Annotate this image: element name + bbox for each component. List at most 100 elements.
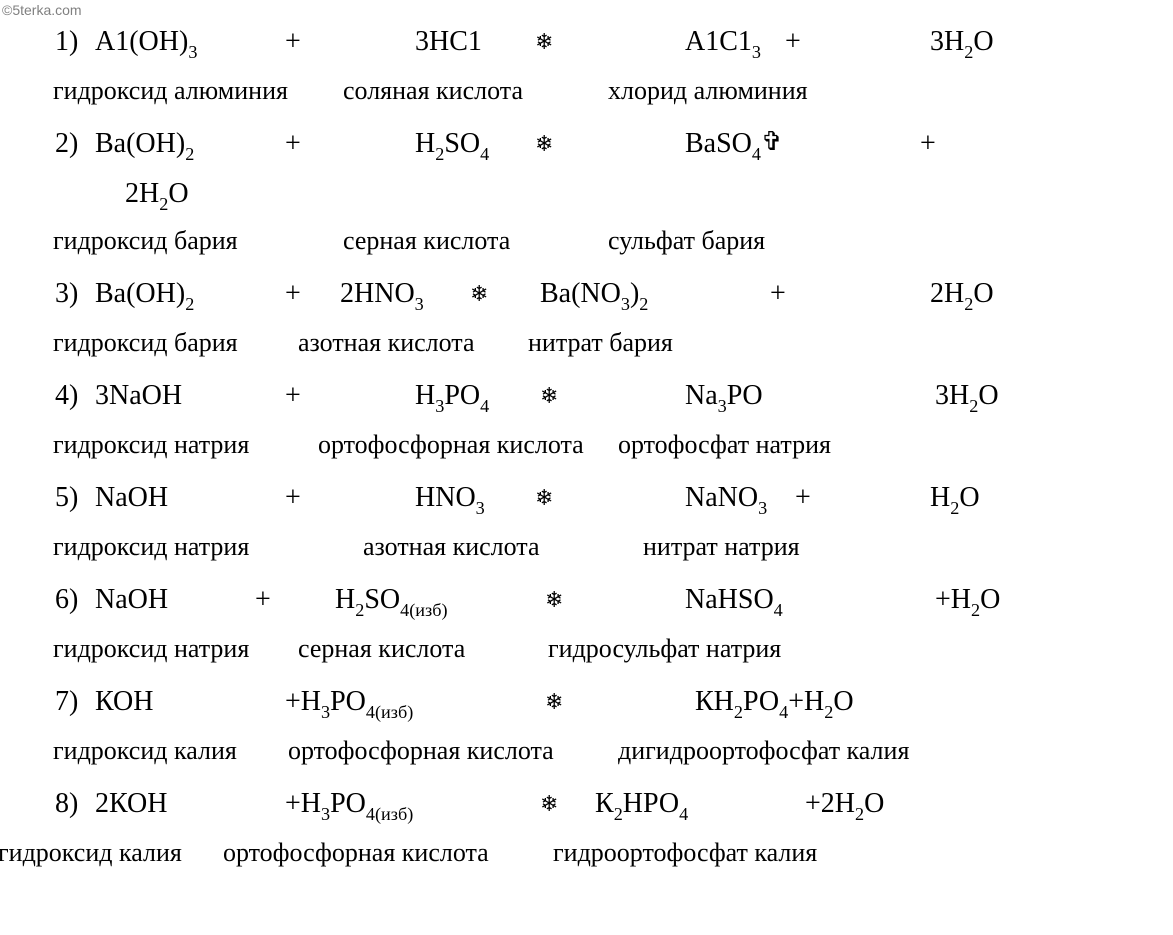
- equation-number: 8): [55, 790, 95, 818]
- formula-cell: H2O: [930, 484, 980, 516]
- compound-name: серная кислота: [298, 636, 548, 662]
- formula-cell: +: [285, 382, 415, 410]
- compound-name: азотная кислота: [363, 534, 643, 560]
- watermark: ©5terka.com: [2, 2, 82, 18]
- names-row: гидроксид барияазотная кислотанитрат бар…: [53, 330, 1173, 370]
- compound-name: гидроксид алюминия: [53, 78, 343, 104]
- compound-name: гидросульфат натрия: [548, 636, 781, 662]
- compound-name: нитрат натрия: [643, 534, 800, 560]
- names-row: гидроксид натрияортофосфорная кислотаорт…: [53, 432, 1173, 472]
- names-row: гидроксид калияортофосфорная кислотадиги…: [53, 738, 1173, 778]
- equation-wrap: 2H2O: [125, 180, 1173, 220]
- equation-row: 5)NaOH+HNO3❄NaNO3+H2O: [55, 484, 1173, 524]
- formula-cell: КН2РО4+H2O: [695, 688, 854, 720]
- formula-cell: 3NaOH: [95, 382, 285, 410]
- formula-cell: Ba(OH)2: [95, 280, 285, 312]
- formula-cell: +: [795, 484, 930, 512]
- formula-cell: NaOH: [95, 484, 285, 512]
- equation-row: 6)NaOH+H2SO4(изб)❄NaHSO4+H2O: [55, 586, 1173, 626]
- formula-cell: 3H2O: [935, 382, 999, 414]
- compound-name: гидроксид натрия: [53, 432, 318, 458]
- compound-name: сульфат бария: [608, 228, 765, 254]
- formula-cell: +: [770, 280, 930, 308]
- formula-cell: +H3PO4(изб): [285, 688, 545, 720]
- equations-list: 1)A1(OH)3+3HC1❄A1C13+3H2Oгидроксид алюми…: [0, 0, 1173, 912]
- names-row: гидроксид натрияазотная кислотанитрат на…: [53, 534, 1173, 574]
- compound-name: гидроксид натрия: [53, 636, 298, 662]
- formula-cell: Na3PO: [685, 382, 935, 414]
- formula-cell: NaOH: [95, 586, 255, 614]
- compound-name: ортофосфорная кислота: [223, 840, 553, 866]
- compound-name: азотная кислота: [298, 330, 528, 356]
- formula-cell: +: [255, 586, 335, 614]
- compound-name: серная кислота: [343, 228, 608, 254]
- formula-cell: Ba(OH)2: [95, 130, 285, 162]
- names-row: гидроксид калияортофосфорная кислотагидр…: [53, 840, 1173, 880]
- formula-cell: КОН: [95, 688, 285, 716]
- formula-cell: Ba(NO3)2: [540, 280, 770, 312]
- symbol-arrow: ❄: [535, 28, 685, 56]
- formula-cell: +: [285, 280, 340, 308]
- compound-name: дигидроортофосфат калия: [618, 738, 909, 764]
- formula-cell: +: [285, 484, 415, 512]
- compound-name: гидроксид бария: [53, 228, 343, 254]
- compound-name: ортофосфорная кислота: [288, 738, 618, 764]
- compound-name: нитрат бария: [528, 330, 673, 356]
- equation-number: 7): [55, 688, 95, 716]
- equation-number: 4): [55, 382, 95, 410]
- formula-cell: +: [785, 28, 930, 56]
- symbol-arrow: ❄: [535, 130, 685, 158]
- equation-number: 3): [55, 280, 95, 308]
- formula-cell: 2HNO3: [340, 280, 470, 312]
- formula-cell: H2SO4: [415, 130, 535, 162]
- compound-name: гидроксид натрия: [53, 534, 363, 560]
- formula-cell: 3HC1: [415, 28, 535, 56]
- formula-cell: H2SO4(изб): [335, 586, 545, 618]
- symbol-arrow: ❄: [540, 790, 595, 818]
- symbol-arrow: ❄: [540, 382, 685, 410]
- symbol-arrow: ❄: [535, 484, 685, 512]
- names-row: гидроксид натриясерная кислотагидросульф…: [53, 636, 1173, 676]
- names-row: гидроксид алюминиясоляная кислотахлорид …: [53, 78, 1173, 118]
- compound-name: ортофосфат натрия: [618, 432, 831, 458]
- formula-cell: +: [285, 130, 415, 158]
- formula-cell: 2КОН: [95, 790, 285, 818]
- equation-row: 8)2КОН+H3PO4(изб)❄К2НРО4+2H2O: [55, 790, 1173, 830]
- equation-number: 1): [55, 28, 95, 56]
- compound-name: ортофосфорная кислота: [318, 432, 618, 458]
- formula-cell: +2H2O: [805, 790, 884, 822]
- equation-number: 5): [55, 484, 95, 512]
- equation-row: 2)Ba(OH)2+H2SO4❄BaSO4✞+: [55, 130, 1173, 170]
- equation-row: 7)КОН+H3PO4(изб)❄КН2РО4+H2O: [55, 688, 1173, 728]
- formula-cell: A1(OH)3: [95, 28, 285, 60]
- formula-cell: NaNO3: [685, 484, 795, 516]
- compound-name: гидроортофосфат калия: [553, 840, 817, 866]
- formula-cell: H3PO4: [415, 382, 540, 414]
- compound-name: соляная кислота: [343, 78, 608, 104]
- equation-number: 2): [55, 130, 95, 158]
- equation-row: 1)A1(OH)3+3HC1❄A1C13+3H2O: [55, 28, 1173, 68]
- compound-name: гидроксид калия: [53, 738, 288, 764]
- equation-row: 4)3NaOH+H3PO4❄Na3PO3H2O: [55, 382, 1173, 422]
- formula-cell: +: [285, 28, 415, 56]
- formula-cell: 3H2O: [930, 28, 994, 60]
- symbol-arrow: ❄: [470, 280, 540, 308]
- formula-cell: HNO3: [415, 484, 535, 516]
- equation-number: 6): [55, 586, 95, 614]
- compound-name: хлорид алюминия: [608, 78, 808, 104]
- equation-row: 3)Ba(OH)2+2HNO3❄Ba(NO3)2+2H2O: [55, 280, 1173, 320]
- formula-cell: +: [920, 130, 936, 158]
- symbol-arrow: ❄: [545, 688, 695, 716]
- formula-cell: К2НРО4: [595, 790, 805, 822]
- formula-cell: +H3PO4(изб): [285, 790, 540, 822]
- formula-cell: NaHSO4: [685, 586, 935, 618]
- formula-cell: +H2O: [935, 586, 1000, 618]
- formula-cell: A1C13: [685, 28, 785, 60]
- formula-cell: BaSO4✞: [685, 130, 920, 162]
- formula-cell: 2H2O: [930, 280, 994, 312]
- compound-name: гидроксид калия: [0, 840, 223, 866]
- symbol-arrow: ❄: [545, 586, 685, 614]
- compound-name: гидроксид бария: [53, 330, 298, 356]
- formula-cell: 2H2O: [125, 180, 189, 212]
- names-row: гидроксид бариясерная кислотасульфат бар…: [53, 228, 1173, 268]
